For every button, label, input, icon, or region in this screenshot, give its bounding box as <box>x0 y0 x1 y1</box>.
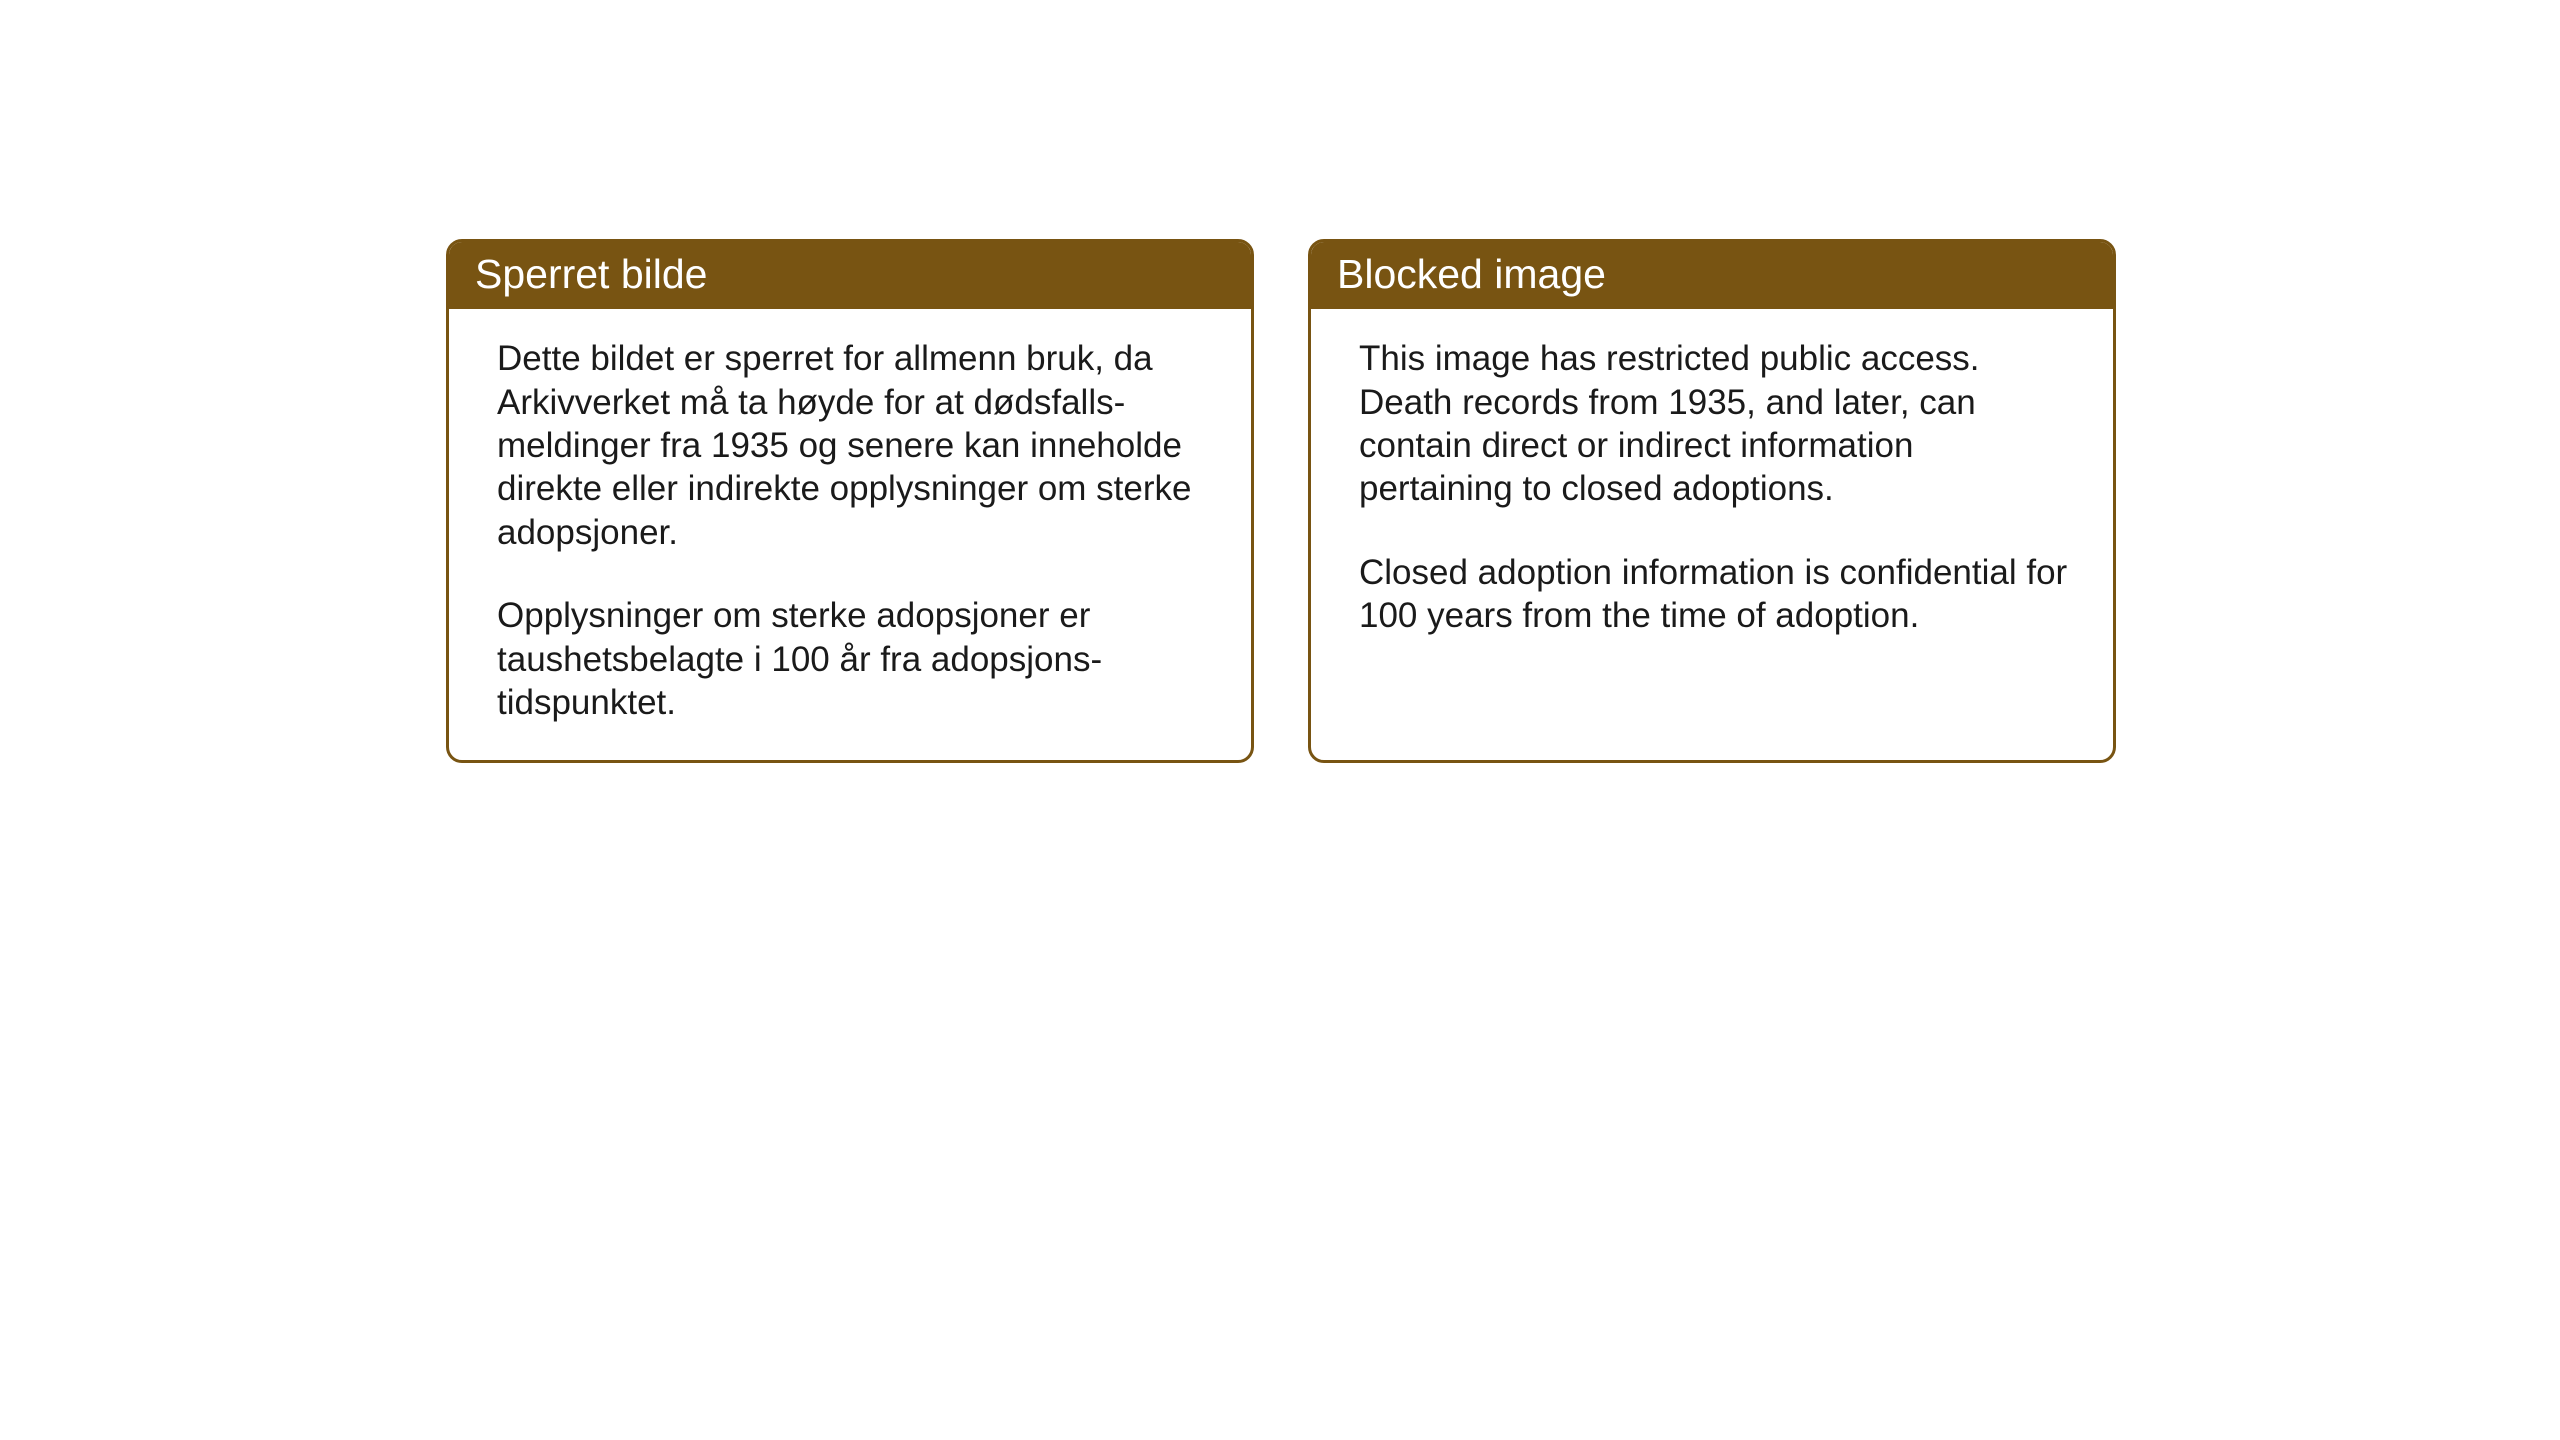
card-header-norwegian: Sperret bilde <box>449 242 1251 309</box>
notice-card-norwegian: Sperret bilde Dette bildet er sperret fo… <box>446 239 1254 763</box>
notice-container: Sperret bilde Dette bildet er sperret fo… <box>446 239 2116 763</box>
card-body-english: This image has restricted public access.… <box>1311 309 2113 673</box>
notice-card-english: Blocked image This image has restricted … <box>1308 239 2116 763</box>
card-body-norwegian: Dette bildet er sperret for allmenn bruk… <box>449 309 1251 760</box>
paragraph-text: This image has restricted public access.… <box>1359 337 2071 511</box>
paragraph-text: Dette bildet er sperret for allmenn bruk… <box>497 337 1209 554</box>
paragraph-text: Closed adoption information is confident… <box>1359 551 2071 638</box>
paragraph-text: Opplysninger om sterke adopsjoner er tau… <box>497 594 1209 724</box>
card-header-english: Blocked image <box>1311 242 2113 309</box>
